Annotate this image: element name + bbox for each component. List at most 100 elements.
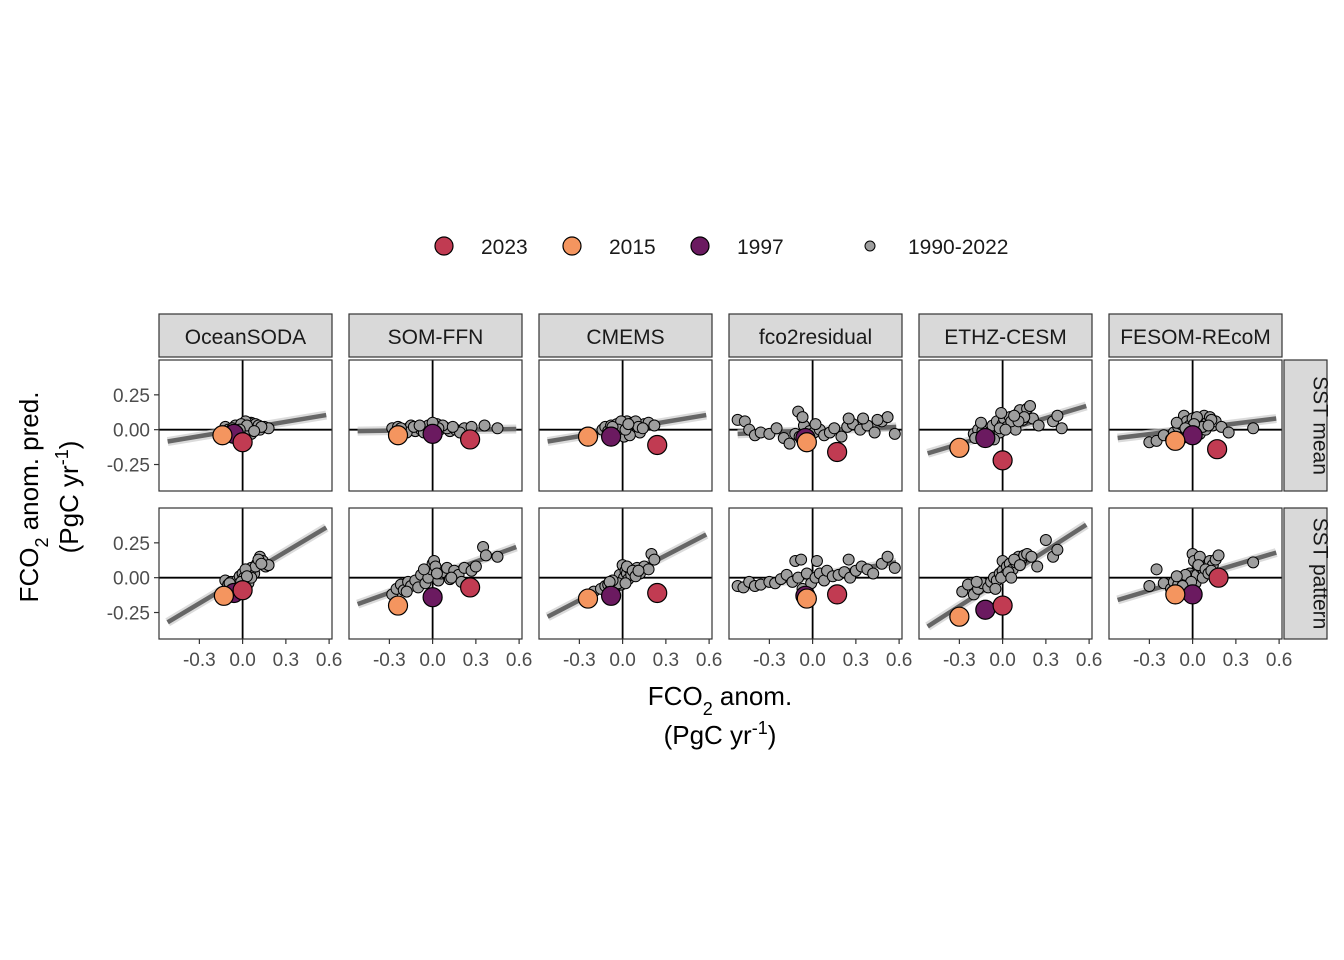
data-point [857, 412, 870, 425]
highlight-points [795, 427, 848, 463]
panel-fco2residual-sst-mean [728, 359, 903, 492]
data-point [871, 413, 884, 426]
x-axis-som-ffn: -0.3 0.0 0.3 0.6 [373, 639, 532, 671]
data-point [842, 412, 855, 425]
facet-strip-fco2residual: fco2residual [728, 313, 903, 358]
legend-label-2015: 2015 [609, 236, 656, 259]
data-point [491, 550, 504, 563]
background-points [967, 399, 1068, 446]
data-point [478, 419, 491, 432]
data-point [974, 416, 987, 429]
data-point [400, 585, 413, 598]
background-points [956, 534, 1064, 601]
data-point [636, 422, 649, 435]
data-point [1150, 563, 1163, 576]
data-point [888, 427, 901, 440]
data-point [783, 437, 796, 450]
highlight-points [387, 423, 481, 450]
x-tick-label: -0.3 [943, 650, 976, 671]
x-tick-label: 0.6 [1076, 650, 1102, 671]
panel-fesom-recom-sst-mean [1108, 359, 1283, 492]
y-tick-label: -0.25 [107, 604, 150, 625]
highlight-point-1997 [600, 585, 622, 606]
highlight-point-2015 [213, 585, 234, 606]
highlight-point-2015 [796, 588, 817, 609]
data-point [881, 411, 894, 424]
data-point [881, 550, 894, 563]
highlight-points [387, 577, 481, 616]
data-point [1055, 422, 1068, 435]
panel-border [348, 359, 523, 492]
x-axis-cmems: -0.3 0.0 0.3 0.6 [563, 639, 722, 671]
panel-border [158, 507, 333, 640]
highlight-point-2023 [827, 441, 848, 463]
highlight-point-1997 [975, 427, 996, 449]
highlight-point-2023 [992, 450, 1013, 471]
panel-border [538, 359, 713, 492]
highlight-points [949, 427, 1013, 471]
highlight-point-2015 [387, 595, 409, 616]
data-point [1032, 419, 1045, 432]
legend: 2023 2015 1997 1990-2022 [434, 236, 1008, 259]
legend-label-1997: 1997 [737, 236, 784, 259]
highlight-point-2015 [212, 425, 233, 446]
data-point [648, 419, 661, 432]
panel-border [348, 507, 523, 640]
data-point [995, 406, 1008, 419]
data-point [796, 411, 809, 424]
x-tick-label: 0.6 [696, 650, 722, 671]
data-point [603, 575, 616, 588]
x-tick-label: 0.6 [506, 650, 532, 671]
data-point [417, 563, 430, 576]
data-point [1170, 570, 1183, 583]
data-point [1170, 416, 1183, 429]
highlight-point-2023 [460, 429, 481, 450]
x-axis-title: FCO2 anom. (PgC yr-1) [648, 681, 792, 750]
highlight-points [213, 580, 253, 606]
y-axis-title-line2: (PgC yr-1) [52, 441, 84, 554]
row-strip-bg [1283, 359, 1328, 492]
background-points [587, 547, 661, 598]
data-point [1247, 422, 1260, 435]
x-tick-label: -0.3 [753, 650, 786, 671]
data-point [1051, 409, 1064, 422]
x-tick-label: 0.6 [886, 650, 912, 671]
x-tick-label: 0.3 [1033, 650, 1059, 671]
data-point [430, 567, 443, 580]
highlight-point-2023 [1208, 567, 1229, 588]
highlight-point-1997 [1182, 425, 1203, 446]
row-strip-label: SST pattern [1309, 518, 1332, 630]
y-axis-sst-mean: 0.25 0.00 -0.25 [107, 386, 159, 477]
y-tick-label: -0.25 [107, 456, 150, 477]
highlight-point-2015 [796, 432, 817, 453]
legend-key-2023 [434, 236, 454, 256]
highlight-point-2015 [949, 437, 970, 458]
data-point [619, 577, 632, 590]
data-point [255, 557, 268, 570]
data-point [648, 553, 661, 566]
data-point [867, 567, 880, 580]
data-point [1143, 580, 1156, 593]
facet-strip-bg [538, 313, 713, 358]
facet-strip-bg [348, 313, 523, 358]
data-point [622, 418, 635, 431]
row-strip-bg [1283, 507, 1328, 640]
x-tick-label: -0.3 [183, 650, 216, 671]
data-point [828, 422, 841, 435]
highlight-points [577, 426, 668, 456]
facet-strip-label: CMEMS [586, 326, 664, 349]
data-point [810, 554, 823, 567]
highlight-points [949, 595, 1013, 627]
y-axis-title-line1: FCO2 anom. pred. [14, 392, 52, 603]
data-point [445, 571, 458, 584]
data-point [868, 426, 881, 439]
highlight-points [1165, 567, 1229, 605]
panel-border [918, 507, 1093, 640]
x-axis-ethz-cesm: -0.3 0.0 0.3 0.6 [943, 639, 1102, 671]
facet-strip-label: OceanSODA [185, 326, 306, 349]
highlight-point-1997 [422, 587, 443, 608]
legend-key-background [864, 240, 876, 252]
x-tick-label: 0.0 [419, 650, 445, 671]
